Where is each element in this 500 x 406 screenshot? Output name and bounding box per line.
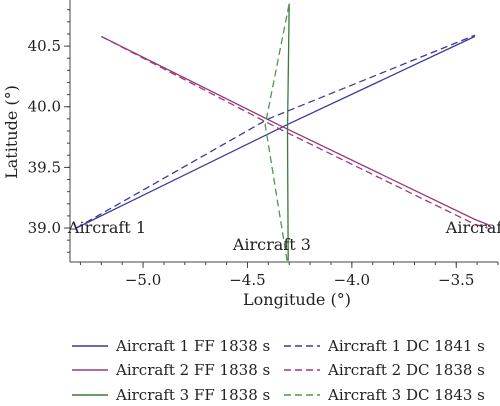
legend-entry-1: Aircraft 1 FF 1838 s: [115, 337, 270, 355]
y-axis-label: Latitude (°): [2, 85, 21, 179]
legend-entry-4: Aircraft 1 DC 1841 s: [327, 337, 485, 355]
annotation-layer: Aircraft 1 Aircraft 3 Aircraft 2: [67, 218, 500, 254]
legend-entry-5: Aircraft 2 DC 1838 s: [327, 361, 485, 379]
series-line-4: [75, 34, 476, 229]
x-tick-label: −4.0: [334, 271, 370, 289]
annotation-label: Aircraft 3: [232, 235, 311, 254]
series-line-2: [101, 35, 493, 229]
series-line-6: [264, 3, 290, 261]
annotation-label: Aircraft 2: [445, 218, 500, 237]
y-tick-label: 40.0: [28, 98, 61, 116]
y-tick-label: 40.5: [28, 37, 61, 55]
plot-area: −5.0 −4.5 −4.0 −3.5 39.0 39.5 40.0 40.5: [28, 0, 499, 289]
legend-entry-2: Aircraft 2 FF 1838 s: [115, 361, 270, 379]
series-layer: [75, 3, 493, 261]
series-line-1: [76, 35, 476, 229]
x-axis-label: Longitude (°): [243, 290, 351, 309]
series-line-3: [286, 3, 290, 261]
series-line-5: [101, 35, 488, 229]
legend-entry-6: Aircraft 3 DC 1843 s: [327, 386, 485, 404]
y-tick-label: 39.0: [28, 219, 61, 237]
x-tick-label: −3.5: [438, 271, 474, 289]
x-tick-label: −4.5: [229, 271, 265, 289]
legend-entry-3: Aircraft 3 FF 1838 s: [115, 386, 270, 404]
x-tick-label: −5.0: [125, 271, 161, 289]
annotation-label: Aircraft 1: [67, 218, 146, 237]
y-tick-label: 39.5: [28, 158, 61, 176]
legend: Aircraft 1 FF 1838 s Aircraft 2 FF 1838 s…: [72, 337, 485, 404]
